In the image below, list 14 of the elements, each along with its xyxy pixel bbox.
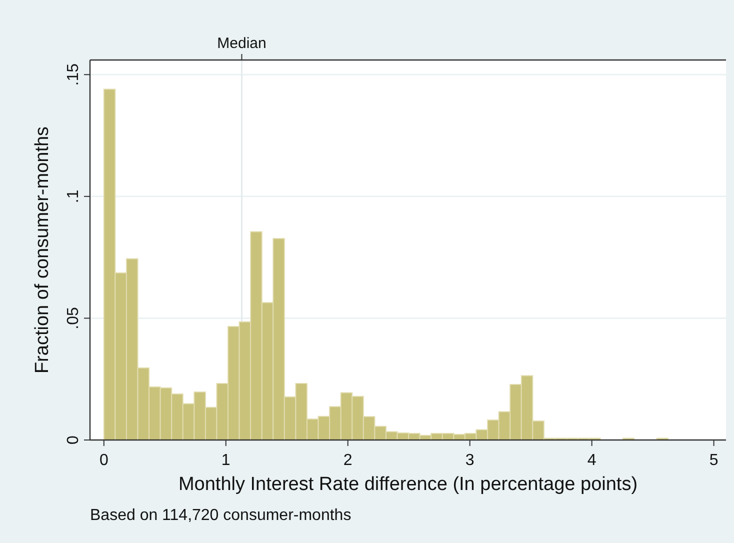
y-tick-label: .15 [65, 63, 82, 86]
x-tick-label: 2 [343, 452, 352, 469]
x-tick-label: 4 [587, 452, 596, 469]
x-tick-label: 1 [221, 452, 230, 469]
x-tick-label: 5 [709, 452, 718, 469]
y-axis-title: Fraction of consumer-months [32, 126, 53, 374]
y-tick-label: 0 [65, 435, 82, 444]
x-tick-label: 0 [99, 452, 108, 469]
y-tick-label: .05 [65, 306, 82, 330]
text: Based on 114,720 consumer-months [90, 507, 352, 524]
x-tick-label: 3 [465, 452, 474, 469]
x-axis-title: Monthly Interest Rate difference (In percentage points) [178, 474, 638, 495]
y-tick-label: .1 [65, 190, 82, 204]
ref-line-label: Median [217, 35, 266, 52]
